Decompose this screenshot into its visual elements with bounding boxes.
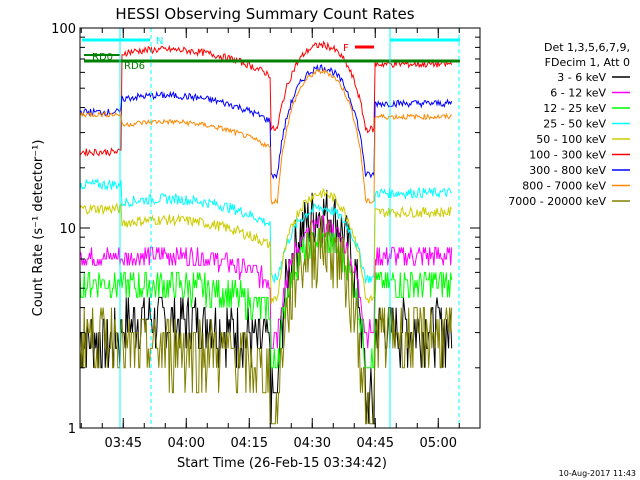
x-tick-label: 04:00 xyxy=(168,436,205,451)
y-tick-label: 100 xyxy=(51,22,76,37)
flare-label: F xyxy=(343,43,349,54)
footer-date: 10-Aug-2017 11:43 xyxy=(559,469,636,478)
x-tick-label: 04:30 xyxy=(294,436,331,451)
legend-header: Det 1,3,5,6,7,9, xyxy=(544,41,630,54)
series-line-50-100-kev xyxy=(79,188,453,305)
series-line-800-7000-kev xyxy=(79,67,452,206)
series-line-25-50-kev xyxy=(79,177,452,284)
y-tick-label: 1 xyxy=(68,422,76,437)
night-label: N xyxy=(156,36,163,47)
series-line-100-300-kev xyxy=(79,40,453,157)
x-tick-label: 04:45 xyxy=(357,436,394,451)
y-axis-label: Count Rate (s⁻¹ detector⁻¹) xyxy=(31,140,46,317)
x-tick-label: 05:00 xyxy=(420,436,457,451)
rd6-label: RD6 xyxy=(124,61,145,72)
legend: Det 1,3,5,6,7,9, FDecim 1, Att 0 3 - 6 keV… xyxy=(508,41,630,208)
legend-label: 12 - 25 keV xyxy=(543,102,606,115)
annotation-layer: RD0 RD6 N F xyxy=(82,28,460,428)
rd0-label: RD0 xyxy=(92,52,113,63)
legend-label: 300 - 800 keV xyxy=(529,164,606,177)
x-axis-label: Start Time (26-Feb-15 03:34:42) xyxy=(177,456,387,471)
legend-label: 7000 - 20000 keV xyxy=(508,195,606,208)
legend-label: 100 - 300 keV xyxy=(529,149,606,162)
legend-header: FDecim 1, Att 0 xyxy=(545,56,630,69)
legend-label: 25 - 50 keV xyxy=(543,118,606,131)
legend-label: 800 - 7000 keV xyxy=(522,180,606,193)
series-line-300-800-kev xyxy=(79,63,453,180)
x-tick-label: 03:45 xyxy=(105,436,142,451)
y-tick-label: 10 xyxy=(59,222,76,237)
legend-label: 50 - 100 keV xyxy=(536,133,606,146)
series-layer xyxy=(79,40,453,425)
chart-title: HESSI Observing Summary Count Rates xyxy=(115,5,414,23)
axis-layer: 1 10 100 03:45 04:00 04:15 04:30 04:45 05:00 xyxy=(51,22,480,451)
x-tick-label: 04:15 xyxy=(231,436,268,451)
legend-label: 6 - 12 keV xyxy=(550,87,606,100)
legend-label: 3 - 6 keV xyxy=(557,71,606,84)
